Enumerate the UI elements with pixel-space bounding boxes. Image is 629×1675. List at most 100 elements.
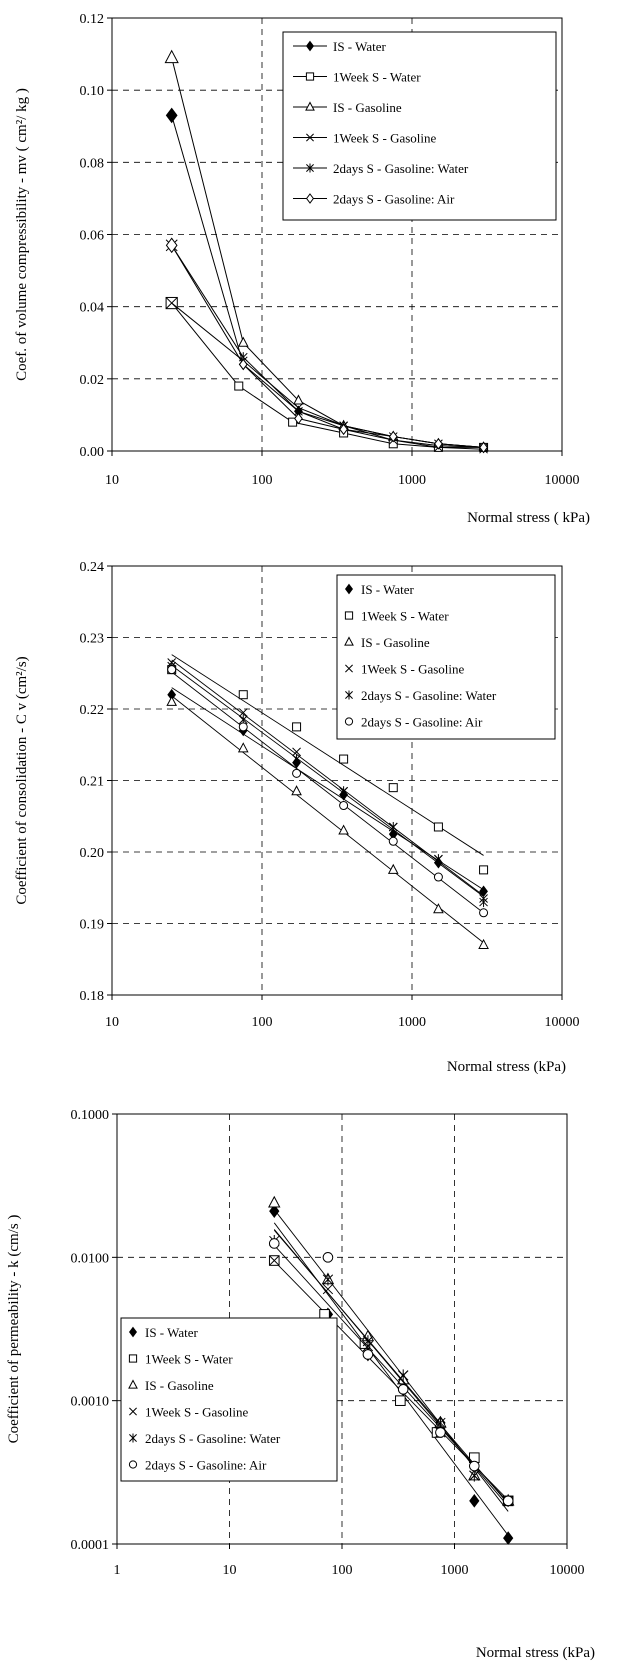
- legend-item: 2days S - Gasoline: Air: [293, 192, 455, 207]
- legend-label: 2days S - Gasoline: Air: [333, 192, 455, 207]
- data-point: [164, 49, 179, 64]
- legend-item: IS - Water: [129, 1325, 199, 1340]
- data-point: [322, 1283, 334, 1295]
- legend: IS - Water 1Week S - Water IS - Gasoline 1W…: [336, 574, 556, 740]
- legend-marker: [306, 163, 314, 173]
- trendline: [273, 1229, 509, 1507]
- x-tick-label: 10000: [550, 1563, 585, 1578]
- x-tick-label: 100: [332, 1563, 353, 1578]
- x-tick-label: 1000: [398, 1015, 426, 1030]
- data-point: [433, 903, 444, 914]
- data-point: [238, 708, 248, 717]
- data-point: [294, 412, 303, 425]
- y-tick-label: 0.0100: [71, 1251, 110, 1266]
- legend-box: [120, 1317, 338, 1482]
- y-tick-label: 0.02: [80, 373, 105, 388]
- data-point: [395, 1395, 406, 1406]
- series-1week-s-water: [165, 296, 489, 452]
- trendline: [273, 1209, 509, 1512]
- legend-label: 1Week S - Gasoline: [145, 1405, 249, 1420]
- legend-marker: [129, 1407, 137, 1416]
- x-axis-label: Normal stress (kPa): [476, 1645, 595, 1661]
- data-point: [238, 358, 248, 371]
- data-point: [165, 107, 178, 124]
- data-point: [237, 742, 249, 753]
- trendline: [273, 1244, 509, 1503]
- legend-item: IS - Gasoline: [293, 100, 402, 115]
- data-point: [268, 1195, 281, 1208]
- legend-item: 2days S - Gasoline: Air: [344, 715, 483, 730]
- data-point: [479, 897, 488, 908]
- data-point: [388, 836, 398, 846]
- y-tick-label: 0.23: [80, 632, 105, 647]
- y-tick-label: 0.24: [80, 560, 105, 575]
- x-tick-label: 1: [114, 1563, 121, 1578]
- y-tick-label: 0.21: [80, 775, 105, 790]
- x-tick-label: 1000: [398, 473, 426, 488]
- legend-marker: [306, 40, 314, 52]
- legend-label: 1Week S - Gasoline: [333, 131, 437, 146]
- data-point: [291, 785, 302, 796]
- legend-marker: [344, 717, 354, 726]
- data-point: [292, 722, 302, 732]
- legend-label: 2days S - Gasoline: Water: [361, 688, 497, 703]
- data-point: [388, 821, 398, 832]
- data-point: [469, 1460, 480, 1472]
- legend-item: 2days S - Gasoline: Water: [345, 688, 497, 703]
- legend-item: IS - Gasoline: [344, 635, 430, 650]
- legend-label: 2days S - Gasoline: Water: [333, 161, 469, 176]
- legend-item: 2days S - Gasoline: Water: [293, 161, 469, 176]
- x-tick-label: 1000: [441, 1563, 469, 1578]
- x-tick-label: 10: [223, 1563, 237, 1578]
- data-point: [167, 665, 177, 675]
- y-axis-label: Coef. of volume compressibility - mv ( c…: [14, 88, 30, 381]
- data-point: [269, 1255, 280, 1266]
- x-tick-label: 10: [105, 473, 119, 488]
- legend-label: 1Week S - Gasoline: [361, 662, 465, 677]
- x-tick-label: 10000: [545, 473, 580, 488]
- legend-label: IS - Gasoline: [145, 1378, 214, 1393]
- y-tick-label: 0.18: [80, 989, 105, 1004]
- y-tick-label: 0.20: [80, 846, 105, 861]
- legend-marker: [345, 690, 353, 700]
- y-axis-label: Coefficient of permeability - k (cm/s ): [6, 1215, 22, 1444]
- data-point: [268, 1238, 280, 1249]
- legend-label: 1Week S - Water: [333, 70, 421, 85]
- data-point: [433, 872, 443, 882]
- y-axis-label: Coefficient of consolidation - C v (cm²/…: [14, 656, 30, 904]
- trendline: [171, 695, 484, 944]
- legend-item: 1Week S - Gasoline: [345, 662, 465, 677]
- data-point: [234, 381, 244, 391]
- data-point: [166, 695, 178, 706]
- data-point: [478, 938, 489, 949]
- series-2days-s-gasoline-water: [165, 238, 488, 453]
- data-point: [293, 394, 304, 405]
- trendline: [171, 671, 484, 914]
- legend-item: 1Week S - Gasoline: [293, 131, 437, 146]
- data-point: [292, 754, 301, 765]
- y-tick-label: 0.0010: [71, 1395, 110, 1410]
- y-tick-label: 0.22: [80, 703, 105, 718]
- legend-box: [282, 31, 557, 221]
- y-tick-label: 0.12: [80, 12, 105, 27]
- legend-label: 1Week S - Water: [361, 609, 449, 624]
- data-point: [479, 908, 489, 918]
- x-tick-label: 100: [252, 473, 273, 488]
- legend-item: 1Week S - Water: [293, 70, 421, 85]
- chart-3: 0.0001 0.0010 0.0100 0.1000 1 10 100 1000 10000 N…: [6, 1108, 595, 1661]
- y-tick-label: 0.04: [80, 301, 105, 316]
- data-point: [339, 801, 349, 811]
- data-point: [238, 690, 248, 700]
- series-2days-s-gasoline-air: [268, 1229, 514, 1507]
- legend-item: 1Week S - Water: [344, 609, 449, 624]
- data-point: [435, 1427, 446, 1438]
- data-point: [388, 430, 398, 443]
- data-point: [387, 863, 399, 874]
- legend-item: IS - Water: [293, 39, 387, 54]
- data-point: [434, 854, 443, 865]
- y-tick-label: 0.00: [80, 445, 105, 460]
- x-tick-label: 100: [252, 1015, 273, 1030]
- series-2days-s-gasoline-air: [165, 237, 488, 454]
- y-tick-label: 0.19: [80, 918, 105, 933]
- legend-marker: [128, 1460, 138, 1469]
